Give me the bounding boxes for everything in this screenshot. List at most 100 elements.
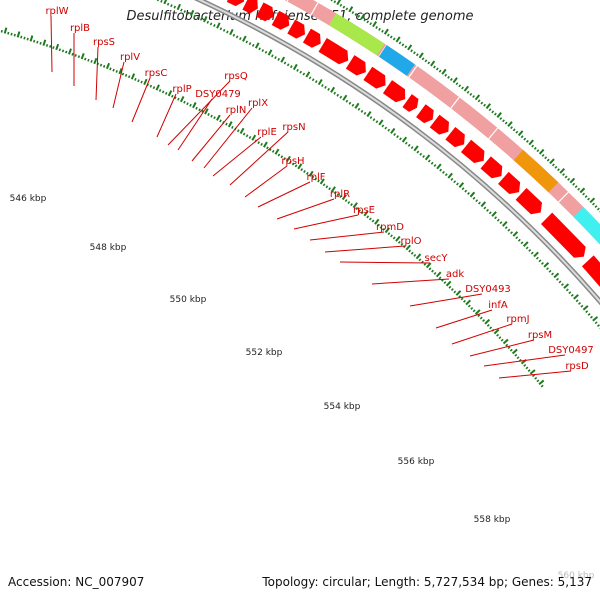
minor-tick <box>271 54 274 58</box>
major-tick <box>227 121 233 128</box>
minor-tick <box>401 43 405 47</box>
minor-tick <box>350 203 353 207</box>
minor-tick <box>594 321 598 325</box>
major-tick <box>216 114 221 121</box>
minor-tick <box>523 363 527 367</box>
minor-tick <box>375 120 379 124</box>
minor-tick <box>354 12 358 16</box>
minor-tick <box>560 283 564 287</box>
minor-tick <box>121 72 125 76</box>
minor-tick <box>193 14 196 18</box>
gene-labels: rplWrplBrpsSrplVrpsCrplPrpsQDSY0479rplNr… <box>45 6 593 372</box>
major-tick <box>16 31 21 38</box>
minor-tick <box>460 297 464 301</box>
major-tick <box>105 62 111 70</box>
minor-tick <box>418 258 422 262</box>
major-tick <box>274 148 280 155</box>
minor-tick <box>219 27 223 31</box>
label-leader <box>324 245 406 253</box>
minor-tick <box>314 80 318 84</box>
minor-tick <box>183 10 186 14</box>
minor-tick <box>322 183 326 187</box>
minor-tick <box>283 157 286 161</box>
minor-tick <box>166 2 170 6</box>
cds-arrow <box>460 139 485 164</box>
major-tick <box>93 57 98 65</box>
minor-tick <box>196 16 200 20</box>
minor-tick <box>556 277 559 281</box>
gene-label-secy: secY <box>425 253 449 264</box>
major-tick <box>445 280 452 287</box>
minor-tick <box>397 240 401 244</box>
major-tick <box>458 182 465 188</box>
minor-tick <box>366 20 370 24</box>
major-tick <box>553 272 560 279</box>
minor-tick <box>597 324 600 327</box>
label-leader <box>244 165 288 198</box>
minor-tick <box>239 37 242 41</box>
minor-tick <box>213 116 216 120</box>
minor-tick <box>344 199 348 203</box>
minor-tick <box>258 47 261 51</box>
minor-tick <box>504 121 508 125</box>
label-leader <box>451 323 513 345</box>
minor-tick <box>541 153 545 157</box>
minor-tick <box>134 77 137 81</box>
label-leader <box>469 339 535 357</box>
minor-tick <box>300 168 304 172</box>
minor-tick <box>570 293 574 297</box>
minor-tick <box>392 37 396 41</box>
minor-tick <box>161 90 165 94</box>
minor-tick <box>357 14 361 18</box>
major-tick <box>42 39 47 46</box>
label-leader <box>309 231 385 241</box>
gene-label-dsy0493: DSY0493 <box>465 284 511 295</box>
major-tick <box>480 201 487 208</box>
gene-label-rpsm: rpsM <box>528 330 552 341</box>
label-leader <box>293 214 359 230</box>
minor-tick <box>177 97 180 101</box>
kbp-label: 554 kbp <box>324 402 361 412</box>
gene-label-rpmd: rpmD <box>376 222 404 233</box>
minor-tick <box>137 79 140 83</box>
minor-tick <box>152 86 156 90</box>
gene-label-rplr: rplR <box>330 189 350 200</box>
minor-tick <box>488 211 492 215</box>
major-tick <box>533 251 539 258</box>
minor-tick <box>302 72 306 76</box>
minor-tick <box>404 45 408 49</box>
minor-tick <box>26 37 29 41</box>
major-tick <box>455 290 462 296</box>
minor-tick <box>222 28 226 32</box>
minor-tick <box>496 218 500 222</box>
gene-label-rpln: rplN <box>226 105 247 116</box>
minor-tick <box>333 91 337 95</box>
major-tick <box>167 90 173 97</box>
minor-tick <box>455 82 459 86</box>
cds-arrow <box>402 94 419 112</box>
major-tick <box>496 112 502 118</box>
minor-tick <box>387 232 391 236</box>
major-tick <box>579 187 586 194</box>
minor-tick <box>444 73 448 77</box>
major-tick <box>435 271 442 278</box>
minor-tick <box>299 70 303 74</box>
label-leader <box>435 309 493 329</box>
minor-tick <box>376 223 380 227</box>
minor-tick <box>472 309 476 313</box>
major-tick <box>383 28 389 35</box>
cds-arrow <box>382 80 406 103</box>
minor-tick <box>183 100 186 104</box>
minor-tick <box>303 170 306 173</box>
minor-tick <box>423 262 427 266</box>
label-leader <box>257 181 311 208</box>
minor-tick <box>277 153 281 157</box>
minor-tick <box>345 7 349 11</box>
minor-tick <box>339 95 343 99</box>
minor-tick <box>366 215 370 219</box>
major-tick <box>549 158 555 165</box>
major-tick <box>176 3 181 11</box>
gene-label-rplb: rplB <box>70 23 90 34</box>
label-leader <box>371 278 450 285</box>
minor-tick <box>149 84 153 88</box>
